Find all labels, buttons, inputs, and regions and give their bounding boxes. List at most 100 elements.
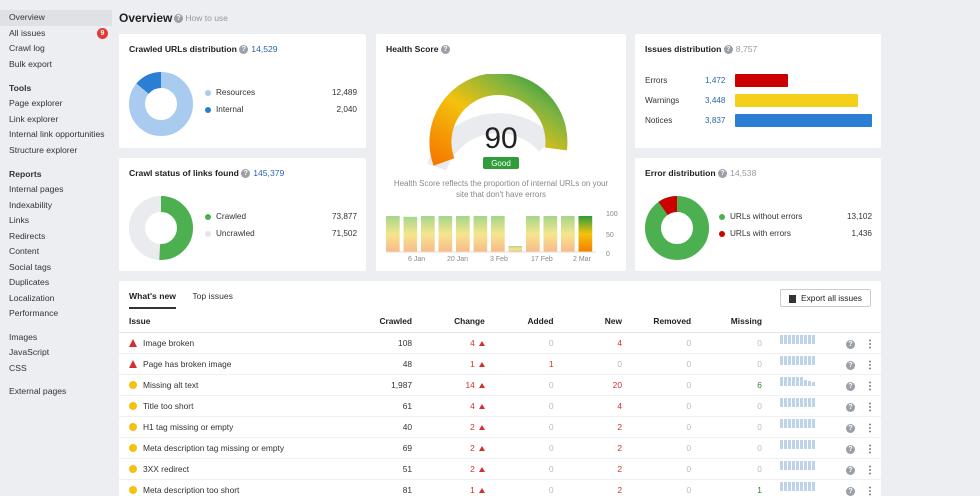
- issue-name[interactable]: Meta description tag missing or empty: [143, 442, 285, 453]
- more-options-icon[interactable]: ⋮: [864, 360, 875, 371]
- change-cell[interactable]: 4: [418, 395, 491, 417]
- health-history-bar[interactable]: [403, 216, 418, 252]
- health-history-bar[interactable]: [491, 216, 505, 252]
- help-icon[interactable]: ?: [718, 169, 728, 179]
- sidebar-item-all-issues[interactable]: All issues 9: [0, 26, 112, 42]
- sidebar-item-css[interactable]: CSS: [9, 362, 27, 373]
- health-history-bar[interactable]: [421, 216, 435, 252]
- change-cell[interactable]: 14: [418, 374, 491, 396]
- issue-cell[interactable]: Title too short: [119, 395, 326, 417]
- notices-bar[interactable]: [735, 114, 872, 127]
- issue-name[interactable]: Missing alt text: [143, 379, 199, 390]
- issue-cell[interactable]: H1 tag missing or empty: [119, 416, 326, 438]
- sidebar-item-performance[interactable]: Performance: [9, 308, 59, 318]
- change-cell[interactable]: 4: [418, 332, 491, 354]
- errors-value[interactable]: 1,472: [705, 76, 726, 85]
- added-cell[interactable]: 1: [490, 353, 560, 375]
- how-to-use-link[interactable]: ? How to use: [174, 13, 228, 24]
- tab-top-issues[interactable]: Top issues: [192, 291, 233, 301]
- removed-cell[interactable]: 0: [627, 353, 698, 375]
- change-cell[interactable]: 2: [418, 416, 491, 438]
- issue-cell[interactable]: Page has broken image: [119, 353, 326, 375]
- removed-cell[interactable]: 0: [627, 395, 698, 417]
- issue-cell[interactable]: Missing alt text: [119, 374, 326, 396]
- missing-cell[interactable]: 0: [697, 395, 768, 417]
- sidebar-item-external-pages[interactable]: External pages: [9, 386, 67, 396]
- sidebar-item-redirects[interactable]: Redirects: [9, 230, 46, 241]
- missing-cell[interactable]: 0: [697, 353, 768, 375]
- more-options-icon[interactable]: ⋮: [864, 423, 875, 434]
- issue-name[interactable]: Image broken: [143, 337, 195, 348]
- missing-cell[interactable]: 0: [697, 458, 768, 480]
- help-icon[interactable]: ?: [845, 487, 855, 496]
- issue-cell[interactable]: Meta description tag missing or empty: [119, 437, 326, 459]
- new-cell[interactable]: 20: [559, 374, 628, 396]
- crawled-cell[interactable]: 51: [325, 458, 419, 480]
- warnings-value[interactable]: 3,448: [705, 96, 726, 105]
- help-icon[interactable]: ?: [845, 340, 855, 350]
- col-issue[interactable]: Issue: [119, 311, 326, 333]
- crawled-cell[interactable]: 61: [325, 395, 419, 417]
- errors-bar[interactable]: [735, 74, 788, 87]
- more-options-icon[interactable]: ⋮: [864, 339, 875, 350]
- notices-value[interactable]: 3,837: [705, 116, 726, 125]
- legend-crawled[interactable]: Crawled 73,877: [205, 212, 357, 221]
- help-icon[interactable]: ?: [845, 445, 855, 455]
- new-cell[interactable]: 0: [559, 353, 628, 375]
- crawl-status-total[interactable]: 145,379: [253, 168, 285, 178]
- new-cell[interactable]: 4: [559, 332, 628, 354]
- new-cell[interactable]: 2: [559, 437, 628, 459]
- issue-name[interactable]: Page has broken image: [143, 358, 232, 369]
- help-icon[interactable]: ?: [845, 403, 855, 413]
- health-history-bar[interactable]: [578, 216, 593, 252]
- sidebar-item-duplicates[interactable]: Duplicates: [9, 277, 50, 287]
- health-history-bar[interactable]: [473, 216, 488, 252]
- sidebar-item-internal-pages[interactable]: Internal pages: [9, 184, 64, 194]
- col-change[interactable]: Change: [418, 311, 491, 333]
- table-row[interactable]: Image broken 108 4 0 4 0 0? ⋮: [119, 332, 881, 354]
- crawled-cell[interactable]: 40: [325, 416, 419, 438]
- crawled-cell[interactable]: 48: [325, 353, 419, 375]
- change-cell[interactable]: 2: [418, 437, 491, 459]
- legend-uncrawled[interactable]: Uncrawled 71,502: [205, 229, 357, 238]
- removed-cell[interactable]: 0: [627, 416, 698, 438]
- issue-cell[interactable]: Image broken: [119, 332, 326, 354]
- sidebar-item-bulk-export[interactable]: Bulk export: [9, 58, 52, 69]
- col-new[interactable]: New: [559, 311, 628, 333]
- health-history-bar[interactable]: [561, 216, 575, 252]
- legend-internal[interactable]: Internal 2,040: [205, 105, 357, 114]
- added-cell[interactable]: 0: [490, 416, 560, 438]
- sidebar-item-overview[interactable]: Overview: [0, 10, 112, 26]
- added-cell[interactable]: 0: [490, 458, 560, 480]
- new-cell[interactable]: 2: [559, 458, 628, 480]
- missing-cell[interactable]: 0: [697, 332, 768, 354]
- sidebar-item-internal-link-opportunities[interactable]: Internal link opportunities: [9, 129, 105, 139]
- help-icon[interactable]: ?: [845, 361, 855, 371]
- issue-name[interactable]: H1 tag missing or empty: [143, 421, 234, 432]
- removed-cell[interactable]: 0: [627, 374, 698, 396]
- issue-name[interactable]: Title too short: [143, 400, 194, 411]
- legend-urls-without-errors[interactable]: URLs without errors 13,102: [719, 212, 872, 221]
- sidebar-item-structure-explorer[interactable]: Structure explorer: [9, 144, 78, 155]
- new-cell[interactable]: 4: [559, 395, 628, 417]
- warnings-bar[interactable]: [735, 94, 858, 107]
- added-cell[interactable]: 0: [490, 395, 560, 417]
- sidebar-item-localization[interactable]: Localization: [9, 292, 55, 303]
- issue-name[interactable]: Meta description too short: [143, 484, 240, 495]
- export-all-issues-button[interactable]: Export all issues: [780, 289, 871, 307]
- legend-urls-with-errors[interactable]: URLs with errors 1,436: [719, 229, 872, 238]
- table-row[interactable]: Page has broken image 48 1 1 0 0 0? ⋮: [119, 353, 881, 375]
- crawled-cell[interactable]: 108: [325, 332, 419, 354]
- tab-whats-new[interactable]: What's new: [129, 291, 176, 309]
- help-icon[interactable]: ?: [723, 45, 733, 55]
- sidebar-item-links[interactable]: Links: [9, 215, 30, 225]
- more-options-icon[interactable]: ⋮: [864, 402, 875, 413]
- table-row[interactable]: Title too short 61 4 0 4 0 0? ⋮: [119, 395, 881, 417]
- change-cell[interactable]: 2: [418, 458, 491, 480]
- new-cell[interactable]: 2: [559, 416, 628, 438]
- help-icon[interactable]: ?: [241, 169, 251, 179]
- added-cell[interactable]: 0: [490, 437, 560, 459]
- removed-cell[interactable]: 0: [627, 458, 698, 480]
- health-history-bar[interactable]: [456, 216, 470, 252]
- missing-cell[interactable]: 0: [697, 437, 768, 459]
